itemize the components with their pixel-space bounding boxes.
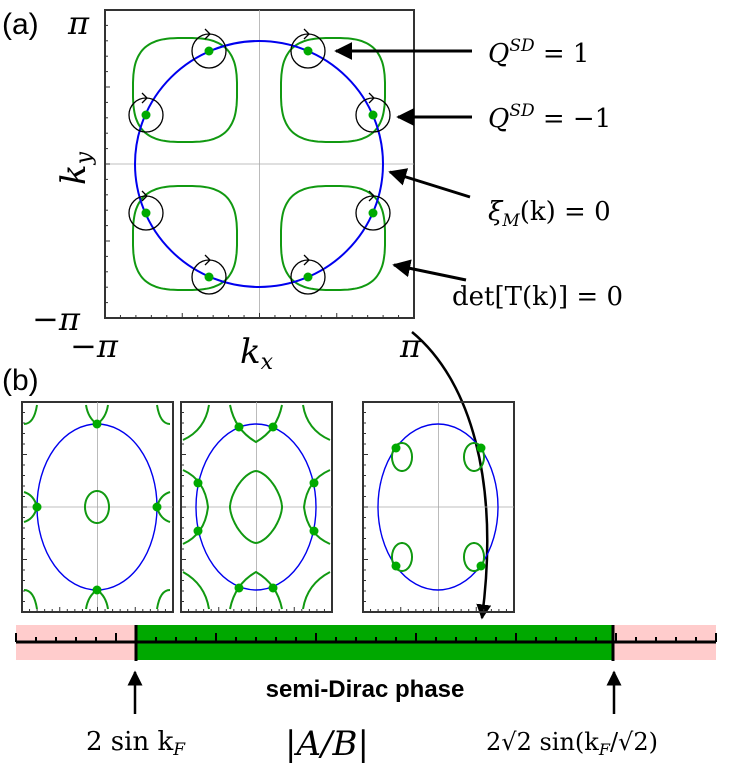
det-zero-contour xyxy=(182,571,210,610)
det-zero-contour xyxy=(229,469,283,545)
fermi-surface-contour xyxy=(195,423,317,591)
det-zero-contour xyxy=(23,589,38,610)
semi-dirac-point xyxy=(303,46,313,56)
det-zero-contour xyxy=(156,404,171,425)
semi-dirac-point xyxy=(32,502,42,512)
det-zero-contour xyxy=(229,570,283,610)
annotation-xi: ξM(k) = 0 xyxy=(488,197,611,231)
det-zero-contour xyxy=(302,469,331,545)
det-zero-contour xyxy=(280,37,386,143)
y-bottom-tick: −π xyxy=(32,300,81,338)
det-zero-contour xyxy=(84,490,110,524)
panel-a-plot xyxy=(104,9,415,319)
det-zero-contour xyxy=(280,185,386,291)
semi-dirac-point xyxy=(152,502,162,512)
arrow-xi xyxy=(388,168,471,199)
semi-dirac-point xyxy=(193,526,203,536)
x-axis-label: kx xyxy=(240,332,274,375)
fermi-surface-contour xyxy=(377,423,499,591)
semi-dirac-point xyxy=(268,583,278,593)
winding-loop xyxy=(355,97,391,133)
phase-axis xyxy=(15,625,717,661)
semi-dirac-point xyxy=(368,110,378,120)
semi-dirac-point xyxy=(92,585,102,595)
winding-arrow-icon xyxy=(303,254,310,266)
det-zero-contour xyxy=(391,542,413,572)
winding-loop xyxy=(191,33,227,69)
det-zero-contour xyxy=(182,469,210,545)
winding-loop xyxy=(355,195,391,231)
semi-dirac-point xyxy=(204,46,214,56)
winding-loop xyxy=(191,259,227,295)
semi-dirac-point xyxy=(92,419,102,429)
panel-b-plots xyxy=(21,401,515,613)
winding-loop xyxy=(290,33,326,69)
winding-arrow-icon xyxy=(303,28,310,40)
det-zero-contour xyxy=(156,589,171,610)
phase-label: semi-Dirac phase xyxy=(266,676,465,703)
fermi-surface-contour xyxy=(134,40,384,288)
winding-arrow-icon xyxy=(204,254,211,266)
annotation-q-positive: QSD = 1 xyxy=(488,36,589,69)
semi-dirac-point xyxy=(234,583,244,593)
panel-b-label: (b) xyxy=(2,364,39,397)
x-right-tick: π xyxy=(399,327,422,365)
right-marker-label: 2√2 sin(kF/√2) xyxy=(486,728,658,759)
semi-dirac-point xyxy=(309,478,319,488)
det-zero-contour xyxy=(302,571,331,610)
left-marker-label: 2 sin kF xyxy=(86,727,186,760)
axis-label: |A/B| xyxy=(285,724,369,764)
winding-arrow-icon xyxy=(368,92,375,104)
winding-loop xyxy=(290,259,326,295)
semi-dirac-point xyxy=(368,208,378,218)
arrow-det xyxy=(392,259,467,282)
winding-loop xyxy=(128,195,164,231)
det-zero-contour xyxy=(132,185,238,291)
winding-arrow-icon xyxy=(141,92,148,104)
y-axis-label: ky xyxy=(54,151,97,185)
semi-dirac-point xyxy=(234,422,244,432)
semi-dirac-point xyxy=(193,478,203,488)
semi-dirac-point xyxy=(391,561,401,571)
semi-dirac-point xyxy=(391,443,401,453)
annotation-q-negative: QSD = −1 xyxy=(488,101,611,134)
det-zero-contour xyxy=(23,404,38,425)
semi-dirac-point xyxy=(141,110,151,120)
x-left-tick: −π xyxy=(70,327,119,365)
semi-dirac-point xyxy=(476,443,486,453)
y-top-tick: π xyxy=(67,4,90,42)
curved-arrow xyxy=(411,331,492,620)
det-zero-contour xyxy=(229,404,283,444)
semi-dirac-point xyxy=(476,561,486,571)
annotation-det: det[T(k)] = 0 xyxy=(452,282,623,312)
det-zero-contour xyxy=(132,37,238,143)
winding-arrow-icon xyxy=(368,190,375,202)
semi-dirac-point xyxy=(268,422,278,432)
det-zero-contour xyxy=(391,442,413,472)
panel-a-label: (a) xyxy=(2,8,39,41)
semi-dirac-point xyxy=(204,272,214,282)
det-zero-contour xyxy=(182,404,210,441)
winding-arrow-icon xyxy=(141,190,148,202)
winding-arrow-icon xyxy=(204,28,211,40)
semi-dirac-point xyxy=(141,208,151,218)
semi-dirac-point xyxy=(303,272,313,282)
det-zero-contour xyxy=(302,404,331,441)
winding-loop xyxy=(128,97,164,133)
semi-dirac-point xyxy=(309,526,319,536)
